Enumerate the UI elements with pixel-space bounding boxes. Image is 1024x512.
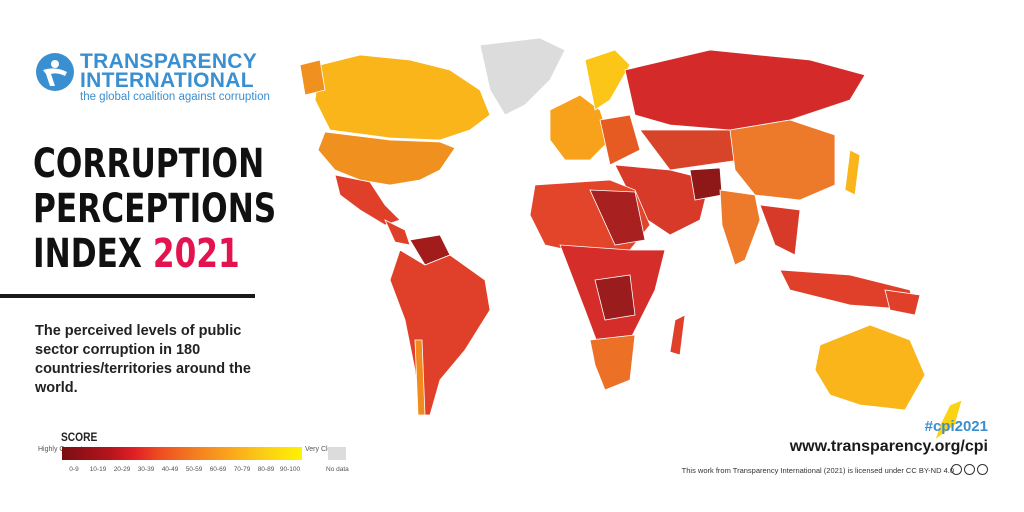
alaska <box>299 59 326 96</box>
central-asia <box>639 129 741 171</box>
nd-icon <box>977 464 988 475</box>
russia <box>624 49 866 131</box>
scandinavia <box>584 49 631 111</box>
legend-title: SCORE <box>61 430 98 444</box>
southern-africa <box>589 334 636 391</box>
title-line2: PERCEPTIONS <box>33 186 277 232</box>
legend-range: 60-69 <box>209 466 227 473</box>
usa <box>317 131 456 186</box>
afghanistan <box>689 167 723 201</box>
hashtag: #cpi2021 <box>924 418 988 435</box>
cc-icon <box>951 464 962 475</box>
license-text: This work from Transparency Internationa… <box>681 466 954 475</box>
papua <box>884 289 921 316</box>
canada <box>314 54 491 141</box>
legend-range: 40-49 <box>161 466 179 473</box>
by-icon <box>964 464 975 475</box>
legend-no-data-swatch <box>328 447 346 460</box>
website-link[interactable]: www.transparency.org/cpi <box>789 438 988 455</box>
legend-range: 20-29 <box>113 466 131 473</box>
legend-low-label: Highly Corrupt <box>38 446 83 453</box>
drc <box>594 274 636 321</box>
title-line3: INDEX <box>33 231 142 277</box>
logo-line2: INTERNATIONAL <box>80 69 254 92</box>
madagascar <box>669 314 686 356</box>
india <box>719 189 761 266</box>
mexico <box>334 174 401 226</box>
cc-badges <box>951 464 988 475</box>
east-europe <box>599 114 641 166</box>
globe-person-icon <box>36 53 74 91</box>
legend-range: 80-89 <box>257 466 275 473</box>
australia <box>814 324 926 411</box>
world-map <box>299 37 963 440</box>
legend-range: 10-19 <box>89 466 107 473</box>
title-line1: CORRUPTION <box>33 141 265 187</box>
page-title: CORRUPTION PERCEPTIONS INDEX 2021 <box>33 142 276 277</box>
logo-line1: TRANSPARENCY <box>80 50 258 73</box>
title-year: 2021 <box>152 231 240 277</box>
libya-sudan <box>589 189 646 246</box>
subtitle: The perceived levels of public sector co… <box>35 323 251 396</box>
legend-range: 70-79 <box>233 466 251 473</box>
legend-range: 50-59 <box>185 466 203 473</box>
southeast-asia <box>759 204 801 256</box>
logo-tagline: the global coalition against corruption <box>80 91 270 103</box>
legend-high-label: Very Clean <box>305 446 340 453</box>
europe-west <box>549 94 611 161</box>
legend-range: 90-100 <box>279 466 301 473</box>
chile-uruguay <box>414 339 426 416</box>
central-america <box>384 219 411 246</box>
legend-range: 0-9 <box>69 466 79 473</box>
transparency-logo: TRANSPARENCY INTERNATIONAL the global co… <box>35 50 270 104</box>
divider <box>0 294 255 298</box>
south-america <box>389 249 491 416</box>
greenland <box>479 37 566 116</box>
japan <box>844 149 861 196</box>
legend-ranges: 0-9 10-19 20-29 30-39 40-49 50-59 60-69 … <box>62 466 302 473</box>
legend-range: 30-39 <box>137 466 155 473</box>
new-zealand <box>934 399 963 440</box>
china <box>729 119 836 201</box>
legend-no-data-label: No data <box>326 466 349 473</box>
legend-color-bar <box>62 447 302 460</box>
